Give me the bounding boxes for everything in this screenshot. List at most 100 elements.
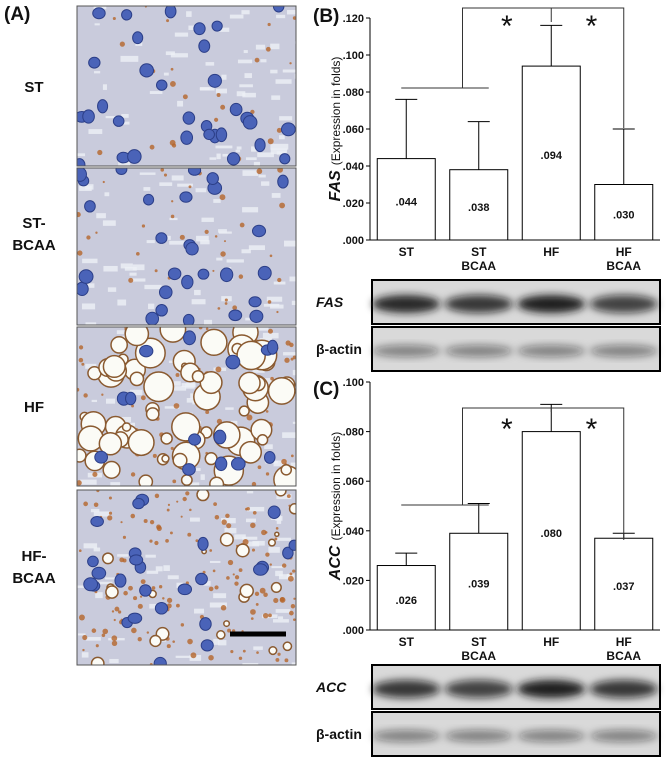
lipid-dot (202, 570, 206, 574)
lipid-dot (154, 493, 160, 499)
nucleus (94, 450, 109, 464)
lipid-dot (139, 595, 143, 598)
sinusoid (204, 319, 213, 325)
blot-band (444, 345, 513, 357)
sinusoid (282, 69, 296, 73)
micrograph-content (77, 327, 296, 486)
nucleus (206, 172, 219, 186)
sinusoid (255, 44, 266, 50)
lipid-dot (91, 628, 97, 633)
nucleus (211, 20, 223, 32)
lipid-dot (128, 585, 133, 591)
sinusoid (273, 460, 286, 467)
blot-band (372, 295, 441, 313)
lipid-dot (269, 254, 273, 258)
lipid-droplet (145, 407, 160, 421)
sinusoid (163, 72, 169, 76)
lipid-dot (225, 513, 230, 519)
lipid-dot (220, 605, 227, 611)
lipid-dot (151, 586, 156, 590)
lipid-dot (149, 539, 153, 543)
sinusoid (199, 87, 215, 91)
lipid-dot (250, 522, 256, 529)
blot-band (589, 295, 658, 313)
lipid-dot (223, 240, 226, 243)
lipid-droplet (159, 327, 187, 343)
sinusoid (200, 474, 205, 480)
lipid-dot (267, 138, 274, 145)
lipid-dot (215, 366, 222, 373)
sinusoid (105, 116, 123, 119)
lipid-dot (152, 453, 157, 458)
significance: * (501, 413, 513, 446)
sinusoid (95, 592, 103, 599)
sinusoid (244, 541, 260, 547)
nucleus (129, 554, 144, 566)
nucleus (82, 109, 95, 124)
sinusoid (253, 646, 263, 650)
sinusoid (271, 566, 285, 569)
sinusoid (251, 146, 257, 152)
sinusoid (292, 369, 296, 376)
bar (449, 532, 509, 631)
blot-band (372, 730, 441, 742)
x-tick-label: ST BCAA (461, 245, 496, 273)
lipid-dot (166, 508, 170, 512)
nucleus (195, 572, 208, 586)
sinusoid (205, 62, 215, 66)
sinusoid (194, 468, 201, 471)
nucleus (158, 285, 173, 300)
lipid-dot (274, 537, 278, 541)
lipid-dot (113, 618, 116, 622)
sinusoid (295, 265, 296, 268)
y-tick-label: .000 (343, 625, 364, 637)
y-tick-label: .080 (343, 87, 364, 99)
nucleus (77, 158, 86, 166)
nucleus (213, 429, 227, 445)
sinusoid (94, 23, 100, 26)
nucleus (182, 111, 196, 125)
nucleus (228, 309, 243, 322)
lipid-dot (81, 362, 85, 366)
y-tick-label: .040 (343, 526, 364, 538)
lipid-droplet (239, 440, 263, 464)
nucleus (288, 539, 296, 551)
sinusoid (117, 416, 132, 423)
lipid-dot (137, 637, 142, 642)
x-tick-label: ST BCAA (461, 635, 496, 663)
lipid-dot (130, 472, 136, 477)
blot-band (517, 345, 586, 357)
sinusoid (242, 92, 256, 98)
nucleus (78, 269, 94, 284)
lipid-dot (171, 200, 174, 203)
lipid-dot (185, 491, 190, 496)
nucleus (254, 138, 266, 153)
micrograph-content (77, 168, 296, 325)
nucleus (125, 391, 137, 406)
lipid-dot (143, 519, 148, 524)
sinusoid (292, 421, 296, 424)
sinusoid (163, 565, 170, 571)
lipid-dot (175, 372, 180, 377)
lipid-dot (238, 274, 244, 279)
lipid-dot (246, 507, 250, 511)
frame (76, 489, 297, 666)
sinusoid (242, 170, 259, 176)
sinusoid (209, 157, 217, 160)
lipid-dot (146, 631, 150, 634)
lipid-dot (111, 610, 115, 613)
lipid-dot (172, 479, 177, 484)
lipid-dot (205, 410, 210, 415)
sinusoid (83, 283, 95, 288)
micrograph-content (77, 6, 296, 166)
lipid-dot (140, 579, 146, 585)
lipid-dot (238, 656, 243, 661)
sinusoid (109, 658, 119, 664)
lipid-dot (246, 414, 253, 421)
lipid-dot (176, 500, 179, 503)
blot-band (589, 730, 658, 742)
sinusoid (120, 55, 139, 62)
lipid-dot (254, 57, 260, 63)
lipid-dot (95, 231, 98, 234)
sinusoid (209, 560, 221, 563)
